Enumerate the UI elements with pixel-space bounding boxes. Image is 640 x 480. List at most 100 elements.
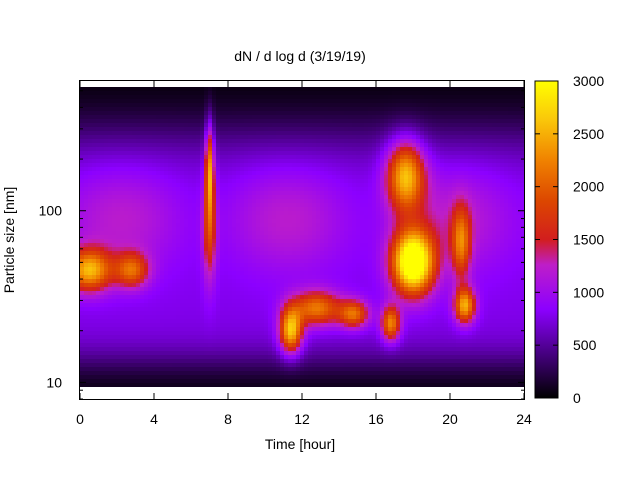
heatmap-cell xyxy=(192,371,196,375)
heatmap-cell xyxy=(308,155,312,159)
heatmap-cell xyxy=(224,279,228,283)
heatmap-cell xyxy=(112,243,116,247)
heatmap-cell xyxy=(228,339,232,343)
heatmap-cell xyxy=(336,323,340,327)
heatmap-cell xyxy=(320,115,324,119)
heatmap-cell xyxy=(112,367,116,371)
heatmap-cell xyxy=(304,383,308,387)
heatmap-cell xyxy=(300,327,304,331)
heatmap-cell xyxy=(176,331,180,335)
heatmap-cell xyxy=(148,259,152,263)
heatmap-cell xyxy=(288,243,292,247)
heatmap-cell xyxy=(236,343,240,347)
heatmap-cell xyxy=(128,347,132,351)
heatmap-cell xyxy=(324,359,328,363)
heatmap-cell xyxy=(328,151,332,155)
heatmap-cell xyxy=(324,283,328,287)
heatmap-cell xyxy=(184,251,188,255)
heatmap-cell xyxy=(124,319,128,323)
heatmap-cell xyxy=(288,283,292,287)
heatmap-cell xyxy=(128,99,132,103)
heatmap-cell xyxy=(84,279,88,283)
heatmap-cell xyxy=(124,287,128,291)
heatmap-cell xyxy=(292,111,296,115)
heatmap-cell xyxy=(244,179,248,183)
heatmap-cell xyxy=(124,139,128,143)
heatmap-cell xyxy=(268,299,272,303)
heatmap-cell xyxy=(336,127,340,131)
heatmap-cell xyxy=(284,199,288,203)
heatmap-cell xyxy=(184,119,188,123)
heatmap-cell xyxy=(104,99,108,103)
heatmap-cell xyxy=(208,375,212,379)
heatmap-cell xyxy=(344,183,348,187)
heatmap-cell xyxy=(96,207,100,211)
heatmap-cell xyxy=(92,227,96,231)
heatmap-cell xyxy=(184,127,188,131)
heatmap-cell xyxy=(80,123,84,127)
heatmap-cell xyxy=(176,227,180,231)
heatmap-cell xyxy=(240,299,244,303)
heatmap-cell xyxy=(280,383,284,387)
heatmap-cell xyxy=(204,383,208,387)
heatmap-cell xyxy=(136,195,140,199)
heatmap-cell xyxy=(188,199,192,203)
heatmap-cell xyxy=(168,103,172,107)
heatmap-cell xyxy=(208,371,212,375)
heatmap-cell xyxy=(232,335,236,339)
heatmap-cell xyxy=(120,235,124,239)
heatmap-cell xyxy=(316,295,320,299)
heatmap-cell xyxy=(304,219,308,223)
heatmap-cell xyxy=(336,107,340,111)
heatmap-cell xyxy=(340,319,344,323)
heatmap-cell xyxy=(268,155,272,159)
heatmap-cell xyxy=(132,175,136,179)
heatmap-cell xyxy=(256,183,260,187)
heatmap-cell xyxy=(184,107,188,111)
heatmap-cell xyxy=(80,283,84,287)
heatmap-cell xyxy=(92,315,96,319)
heatmap-cell xyxy=(80,151,84,155)
heatmap-cell xyxy=(116,235,120,239)
heatmap-cell xyxy=(200,99,204,103)
heatmap-cell xyxy=(188,283,192,287)
heatmap-cell xyxy=(132,239,136,243)
heatmap-cell xyxy=(204,151,208,155)
heatmap-cell xyxy=(240,215,244,219)
heatmap-cell xyxy=(180,171,184,175)
heatmap-cell xyxy=(132,291,136,295)
heatmap-cell xyxy=(292,103,296,107)
heatmap-cell xyxy=(140,255,144,259)
heatmap-cell xyxy=(324,331,328,335)
heatmap-cell xyxy=(188,287,192,291)
heatmap-cell xyxy=(312,235,316,239)
heatmap-cell xyxy=(224,251,228,255)
heatmap-cell xyxy=(328,255,332,259)
heatmap-cell xyxy=(280,107,284,111)
heatmap-cell xyxy=(96,223,100,227)
heatmap-cell xyxy=(84,283,88,287)
heatmap-cell xyxy=(164,255,168,259)
heatmap-cell xyxy=(244,267,248,271)
heatmap-cell xyxy=(112,315,116,319)
heatmap-cell xyxy=(264,267,268,271)
heatmap-cell xyxy=(96,379,100,383)
heatmap-cell xyxy=(288,271,292,275)
heatmap-cell xyxy=(212,359,216,363)
heatmap-cell xyxy=(136,175,140,179)
heatmap-cell xyxy=(144,143,148,147)
heatmap-cell xyxy=(284,239,288,243)
heatmap-cell xyxy=(336,239,340,243)
heatmap-cell xyxy=(132,371,136,375)
heatmap-cell xyxy=(228,199,232,203)
heatmap-cell xyxy=(92,211,96,215)
heatmap-cell xyxy=(88,175,92,179)
heatmap-cell xyxy=(140,143,144,147)
heatmap-cell xyxy=(120,327,124,331)
heatmap-cell xyxy=(128,367,132,371)
heatmap-cell xyxy=(284,207,288,211)
heatmap-cell xyxy=(272,183,276,187)
heatmap-cell xyxy=(340,203,344,207)
heatmap-cell xyxy=(120,339,124,343)
heatmap-cell xyxy=(248,143,252,147)
